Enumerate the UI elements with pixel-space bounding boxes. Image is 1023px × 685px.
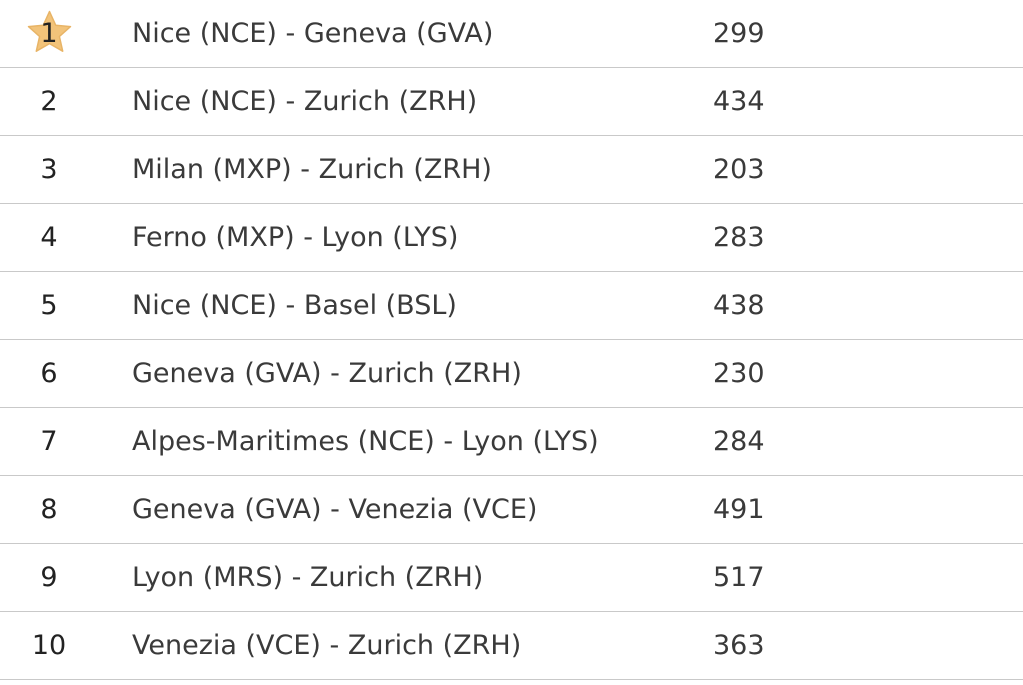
- distance-value: 363: [713, 630, 765, 661]
- rank-cell: 3: [0, 136, 100, 203]
- rank-number: 3: [40, 154, 58, 185]
- route-name: Geneva (GVA) - Zurich (ZRH): [132, 358, 522, 389]
- route-name: Nice (NCE) - Basel (BSL): [132, 290, 457, 321]
- table-row[interactable]: 7 Alpes-Maritimes (NCE) - Lyon (LYS) 284: [0, 408, 1023, 476]
- rank-number: 7: [40, 426, 58, 457]
- rank-cell: 1: [0, 0, 100, 67]
- route-name: Milan (MXP) - Zurich (ZRH): [132, 154, 492, 185]
- route-name: Ferno (MXP) - Lyon (LYS): [132, 222, 459, 253]
- table-row[interactable]: 4 Ferno (MXP) - Lyon (LYS) 283: [0, 204, 1023, 272]
- star-icon: [25, 8, 75, 58]
- table-row[interactable]: 1 Nice (NCE) - Geneva (GVA) 299: [0, 0, 1023, 68]
- rank-number: 8: [40, 494, 58, 525]
- distance-value: 203: [713, 154, 765, 185]
- rank-number: 1: [40, 18, 58, 49]
- rank-cell: 4: [0, 204, 100, 271]
- rank-cell: 5: [0, 272, 100, 339]
- rank-cell: 8: [0, 476, 100, 543]
- rank-cell: 10: [0, 612, 100, 679]
- distance-value: 230: [713, 358, 765, 389]
- rank-number: 2: [40, 86, 58, 117]
- route-name: Geneva (GVA) - Venezia (VCE): [132, 494, 538, 525]
- table-row[interactable]: 6 Geneva (GVA) - Zurich (ZRH) 230: [0, 340, 1023, 408]
- route-name: Nice (NCE) - Zurich (ZRH): [132, 86, 478, 117]
- distance-value: 434: [713, 86, 765, 117]
- table-row[interactable]: 8 Geneva (GVA) - Venezia (VCE) 491: [0, 476, 1023, 544]
- rank-cell: 9: [0, 544, 100, 611]
- distance-value: 283: [713, 222, 765, 253]
- rank-cell: 2: [0, 68, 100, 135]
- distance-value: 284: [713, 426, 765, 457]
- table-row[interactable]: 10 Venezia (VCE) - Zurich (ZRH) 363: [0, 612, 1023, 680]
- route-name: Venezia (VCE) - Zurich (ZRH): [132, 630, 522, 661]
- route-name: Lyon (MRS) - Zurich (ZRH): [132, 562, 484, 593]
- rank-number: 10: [31, 630, 67, 661]
- table-row[interactable]: 5 Nice (NCE) - Basel (BSL) 438: [0, 272, 1023, 340]
- distance-value: 491: [713, 494, 765, 525]
- table-row[interactable]: 9 Lyon (MRS) - Zurich (ZRH) 517: [0, 544, 1023, 612]
- route-name: Nice (NCE) - Geneva (GVA): [132, 18, 494, 49]
- route-name: Alpes-Maritimes (NCE) - Lyon (LYS): [132, 426, 599, 457]
- table-row[interactable]: 3 Milan (MXP) - Zurich (ZRH) 203: [0, 136, 1023, 204]
- distance-value: 438: [713, 290, 765, 321]
- table-row[interactable]: 2 Nice (NCE) - Zurich (ZRH) 434: [0, 68, 1023, 136]
- distance-value: 517: [713, 562, 765, 593]
- distance-value: 299: [713, 18, 765, 49]
- rank-number: 6: [40, 358, 58, 389]
- rank-cell: 6: [0, 340, 100, 407]
- rank-number: 5: [40, 290, 58, 321]
- rank-number: 4: [40, 222, 58, 253]
- rank-cell: 7: [0, 408, 100, 475]
- rank-number: 9: [40, 562, 58, 593]
